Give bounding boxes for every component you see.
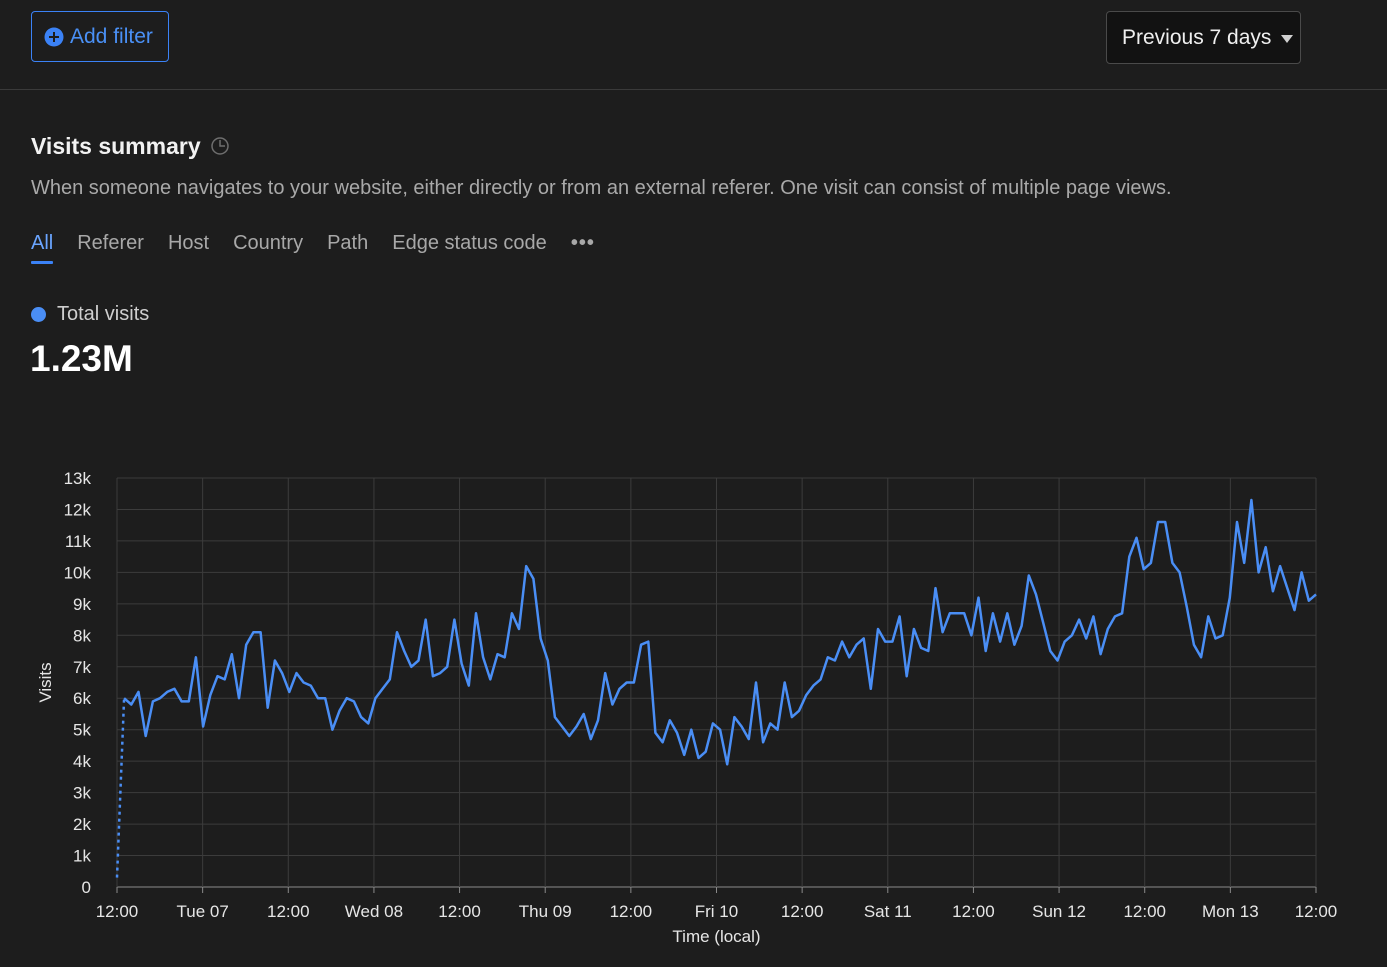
more-tabs-icon[interactable]: •••	[570, 232, 595, 254]
add-filter-button[interactable]: Add filter	[31, 11, 169, 62]
y-tick-label: 4k	[73, 752, 91, 771]
y-axis-ticks: 0 1k 2k 3k 4k 5k 6k 7k 8k 9k 10k 11k 12k 13k	[64, 469, 92, 897]
section-title: Visits summary	[31, 133, 201, 159]
chart-series	[115, 498, 1317, 878]
y-tick-label: 3k	[73, 784, 91, 803]
tab-country[interactable]: Country	[233, 232, 304, 254]
tab-all[interactable]: All	[31, 232, 54, 264]
top-toolbar: Add filter Previous 7 days	[0, 0, 1387, 90]
x-axis-ticks: 12:00 Tue 07 12:00 Wed 08 12:00 Thu 09 12:00 Fr…	[96, 902, 1338, 921]
x-axis-title: Time (local)	[672, 927, 760, 946]
y-tick-label: 0	[82, 878, 91, 897]
x-tick-label: 12:00	[1295, 902, 1338, 921]
y-tick-label: 8k	[73, 626, 91, 645]
tab-host[interactable]: Host	[167, 232, 210, 254]
visits-line-chart: 0 1k 2k 3k 4k 5k 6k 7k 8k 9k 10k 11k 12k 13k 12:00 Tue…	[36, 469, 1338, 946]
y-axis-title: Visits	[36, 662, 55, 702]
series-partial-segment	[115, 698, 126, 878]
x-tick-label: Mon 13	[1202, 902, 1259, 921]
add-filter-label: Add filter	[70, 24, 153, 48]
x-tick-label: 12:00	[781, 902, 824, 921]
x-tick-label: Thu 09	[519, 902, 572, 921]
date-range-value: Previous 7 days	[1122, 25, 1272, 49]
y-tick-label: 6k	[73, 689, 91, 708]
section-description: When someone navigates to your website, …	[31, 177, 1172, 199]
y-tick-label: 1k	[73, 847, 91, 866]
series-line-total-visits	[123, 498, 1317, 766]
y-tick-label: 11k	[65, 532, 92, 551]
x-tick-label: Sat 11	[864, 902, 912, 921]
y-tick-label: 10k	[64, 563, 92, 582]
y-tick-label: 12k	[64, 500, 92, 519]
x-tick-label: 12:00	[1123, 902, 1166, 921]
x-tick-label: 12:00	[96, 902, 139, 921]
y-tick-label: 2k	[73, 815, 91, 834]
date-range-select[interactable]: Previous 7 days	[1106, 11, 1301, 64]
y-tick-label: 9k	[73, 595, 91, 614]
chart-legend: Total visits	[31, 303, 149, 326]
x-tick-label: Sun 12	[1032, 902, 1086, 921]
legend-dot-icon	[31, 307, 46, 322]
add-circle-icon	[44, 27, 64, 46]
x-tick-label: 12:00	[610, 902, 653, 921]
x-tick-label: Fri 10	[695, 902, 738, 921]
y-tick-label: 7k	[73, 658, 91, 677]
tab-path[interactable]: Path	[327, 232, 369, 254]
breakdown-tabs: All Referer Host Country Path Edge statu…	[31, 232, 595, 264]
x-tick-label: Wed 08	[345, 902, 403, 921]
x-tick-label: Tue 07	[176, 902, 228, 921]
legend-label: Total visits	[57, 303, 150, 325]
caret-down-icon	[1281, 34, 1294, 43]
tab-edge-status-code[interactable]: Edge status code	[392, 232, 547, 254]
tab-referer[interactable]: Referer	[77, 232, 144, 254]
x-tick-label: 12:00	[952, 902, 995, 921]
y-tick-label: 13k	[64, 469, 92, 488]
x-tick-label: 12:00	[438, 902, 481, 921]
total-visits-value: 1.23M	[30, 338, 133, 379]
x-tick-label: 12:00	[267, 902, 310, 921]
chart-grid	[116, 477, 1317, 893]
sampling-clock-icon[interactable]	[210, 136, 230, 156]
y-tick-label: 5k	[73, 721, 91, 740]
